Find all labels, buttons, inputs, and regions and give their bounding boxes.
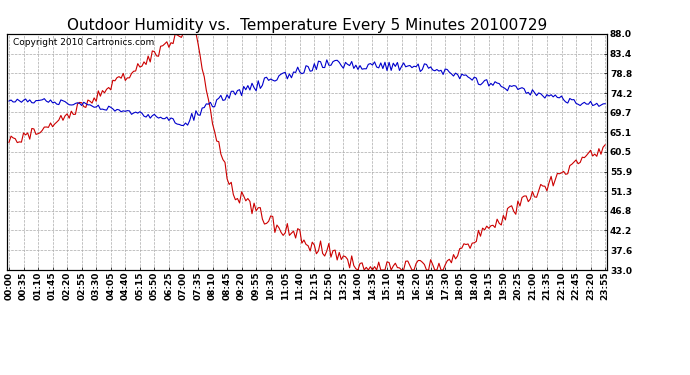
Title: Outdoor Humidity vs.  Temperature Every 5 Minutes 20100729: Outdoor Humidity vs. Temperature Every 5…: [67, 18, 547, 33]
Text: Copyright 2010 Cartronics.com: Copyright 2010 Cartronics.com: [13, 39, 154, 48]
